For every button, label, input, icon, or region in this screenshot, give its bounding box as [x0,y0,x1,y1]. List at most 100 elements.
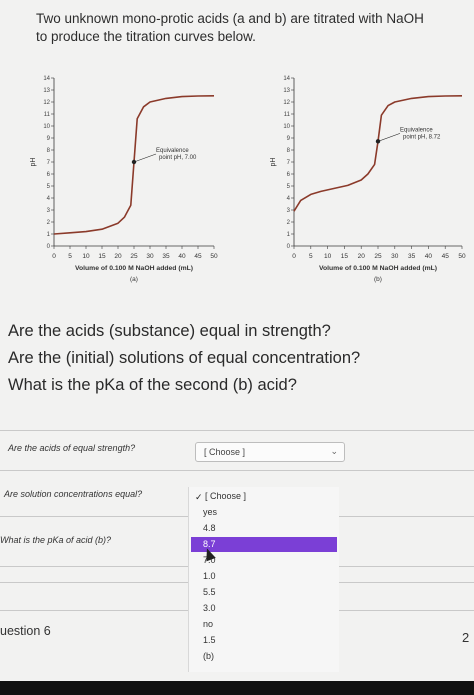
row-label-equal-concentration: Are solution concentrations equal? [4,489,143,499]
y-tick-label: 2 [47,220,51,226]
dropdown-option[interactable]: 1.0 [203,571,216,581]
annotation-label: point pH, 8.72 [403,134,441,140]
row-label-pka-acid-b: What is the pKa of acid (b)? [0,535,112,545]
y-tick-label: 8 [47,148,51,154]
x-tick-label: 20 [358,253,366,260]
x-tick-label: 5 [68,253,72,260]
x-tick-label: 15 [98,253,106,260]
x-tick-label: 40 [178,253,186,260]
x-tick-label: 25 [374,253,382,260]
chevron-down-icon: ⌄ [330,446,338,456]
y-tick-label: 6 [47,172,51,178]
y-tick-label: 1 [47,232,51,238]
y-tick-label: 4 [47,196,51,202]
y-tick-label: 7 [47,160,51,166]
x-tick-label: 45 [194,253,202,260]
y-axis-label: pH [30,158,37,167]
dropdown-option[interactable]: no [203,619,214,629]
dropdown-option[interactable]: 5.5 [203,587,216,597]
x-axis-label: Volume of 0.100 M NaOH added (mL) [75,265,193,272]
row-label-equal-strength: Are the acids of equal strength? [8,443,136,453]
y-axis-label: pH [270,158,277,167]
question-text-block: Are the acids (substance) equal in stren… [8,318,468,399]
checkmark-icon: ✓ [195,492,203,502]
y-tick-label: 5 [47,184,51,190]
y-tick-label: 7 [287,160,291,166]
problem-intro: Two unknown mono-protic acids (a and b) … [36,10,456,46]
x-tick-label: 15 [341,253,349,260]
x-tick-label: 30 [146,253,154,260]
y-tick-label: 9 [287,136,291,142]
question-2-text: Are the (initial) solutions of equal con… [8,349,361,367]
x-tick-label: 5 [309,253,313,260]
intro-line-1: Two unknown mono-protic acids (a and b) … [36,11,424,26]
x-tick-label: 25 [130,253,138,260]
dropdown-option[interactable]: 7.0 [203,555,216,565]
y-tick-label: 12 [43,100,50,106]
y-tick-label: 9 [47,136,51,142]
y-tick-label: 12 [283,100,290,106]
chart-caption: (a) [130,276,138,283]
y-tick-label: 6 [287,172,291,178]
y-tick-label: 5 [287,184,291,190]
titration-chart-b: 0 1 2 3 4 5 6 7 8 9 10 11 12 13 14 0 5 10 15 20 25 30 35 40 45 50… [260,72,470,302]
intro-line-2: to produce the titration curves below. [36,29,256,44]
x-tick-label: 50 [210,253,218,260]
y-tick-label: 3 [47,208,51,214]
y-tick-label: 11 [284,112,291,118]
y-tick-label: 3 [287,208,291,214]
x-tick-label: 10 [324,253,332,260]
dropdown-option[interactable]: 3.0 [203,603,216,613]
page-number: 2 [462,630,470,645]
question-heading: uestion 6 [0,624,51,638]
y-tick-label: 0 [47,244,51,250]
y-tick-label: 2 [287,220,291,226]
annotation-leader [133,153,157,163]
y-tick-label: 13 [43,88,50,94]
annotation-label: Equivalence [156,148,189,154]
dropdown-menu[interactable]: [ Choose ] yes 4.8 8.7 7.0 1.0 5.5 3.0 no 1.5 (b) ✓ [188,487,339,672]
x-tick-label: 10 [82,253,90,260]
x-tick-label: 35 [162,253,170,260]
y-tick-label: 14 [283,76,290,82]
divider [0,430,474,431]
dropdown-option[interactable]: 1.5 [203,635,216,645]
x-tick-label: 30 [391,253,399,260]
question-3-text: What is the pKa of the second (b) acid? [8,376,297,394]
dropdown-option[interactable]: 8.7 [191,537,337,552]
y-tick-label: 4 [287,196,291,202]
y-tick-label: 8 [287,148,291,154]
annotation-label: Equivalence [400,127,433,133]
dropdown-option[interactable]: yes [203,507,218,517]
x-tick-label: 40 [425,253,433,260]
dropdown-option[interactable]: [ Choose ] [205,491,247,501]
annotation-label: point pH, 7.00 [159,155,197,161]
annotation-leader [377,133,401,142]
y-tick-label: 10 [43,124,50,130]
answer-select-1[interactable]: [ Choose ] ⌄ [195,442,345,462]
x-tick-label: 0 [52,253,56,260]
chart-caption: (b) [374,276,382,283]
x-tick-label: 50 [458,253,466,260]
y-tick-label: 1 [287,232,291,238]
x-axis-label: Volume of 0.100 M NaOH added (mL) [319,265,437,272]
x-tick-label: 45 [442,253,450,260]
y-tick-label: 11 [44,112,51,118]
divider [0,470,474,471]
titration-curve [293,95,463,212]
dropdown-option[interactable]: (b) [203,651,214,661]
dropdown-option[interactable]: 4.8 [203,523,216,533]
bottom-bar [0,681,474,695]
y-tick-label: 10 [283,124,290,130]
y-tick-label: 13 [283,88,290,94]
y-tick-label: 14 [43,76,50,82]
titration-curve [53,95,215,235]
select-value: [ Choose ] [204,447,246,457]
titration-chart-a: 0 1 2 3 4 5 6 7 8 9 10 11 12 13 14 0 5 10 15 20 25 30 35 40 45 50… [28,72,228,302]
y-tick-label: 0 [287,244,291,250]
question-1-text: Are the acids (substance) equal in stren… [8,322,331,340]
x-tick-label: 20 [114,253,122,260]
x-tick-label: 35 [408,253,416,260]
